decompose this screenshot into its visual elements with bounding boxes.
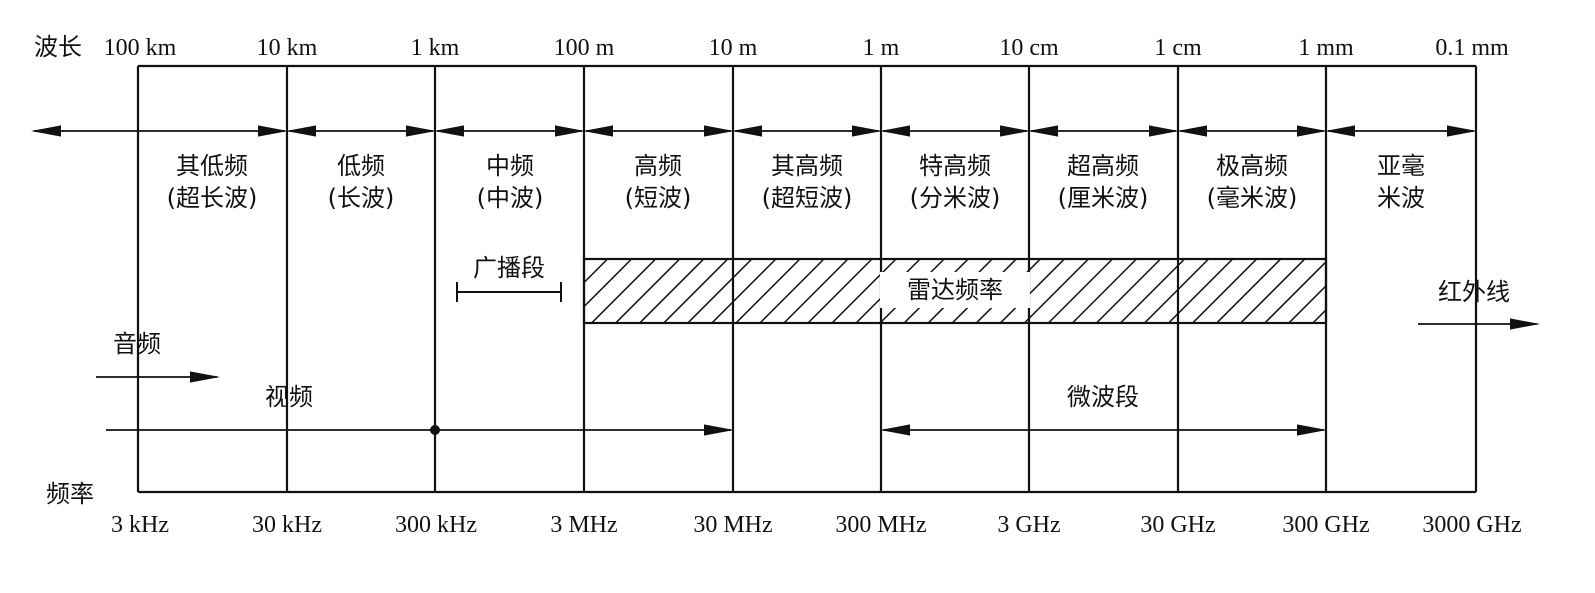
radar-band: 雷达频率: [582, 257, 1328, 325]
wavelength-tick: 1 m: [863, 35, 900, 61]
frequency-tick: 3 kHz: [111, 512, 169, 538]
broadcast-segment: 广播段: [456, 254, 562, 302]
wavelength-tick: 10 m: [709, 35, 758, 61]
frequency-axis-label: 频率: [46, 480, 94, 508]
band-labels: 其低频 (超长波) 低频 (长波) 中频 (中波) 高频 (短波) 其高频 (超…: [167, 152, 1425, 212]
audio-indicator: 音频: [96, 330, 220, 383]
video-dot: [430, 425, 440, 435]
video-indicator: 视频: [106, 383, 734, 436]
band-wave-shf: (厘米波): [1058, 184, 1149, 212]
broadcast-label: 广播段: [473, 254, 545, 282]
frequency-tick: 300 kHz: [395, 512, 477, 538]
wavelength-axis-label: 波长: [34, 33, 82, 61]
wavelength-tick: 10 cm: [999, 35, 1059, 61]
band-wave-hf: (短波): [625, 184, 692, 212]
frequency-tick: 30 kHz: [252, 512, 322, 538]
band-name-submm: 亚毫: [1377, 152, 1425, 180]
audio-label: 音频: [113, 330, 161, 358]
frequency-tick: 3000 GHz: [1422, 512, 1521, 538]
wavelength-ticks: 100 km 10 km 1 km 100 m 10 m 1 m 10 cm 1…: [104, 35, 1509, 61]
band-name-lf: 低频: [337, 152, 385, 180]
frequency-tick: 3 GHz: [997, 512, 1060, 538]
band-name-ehf: 极高频: [1216, 152, 1288, 180]
band-wave-lf: (长波): [328, 184, 395, 212]
band-wave-ehf: (毫米波): [1207, 184, 1298, 212]
band-wave-mf: (中波): [477, 184, 544, 212]
band-name-vlf: 其低频: [176, 152, 248, 180]
band-name-uhf: 特高频: [919, 152, 991, 180]
band-wave-submm: 米波: [1377, 184, 1425, 212]
frequency-tick: 30 MHz: [693, 512, 772, 538]
frequency-tick: 3 MHz: [550, 512, 617, 538]
microwave-label: 微波段: [1067, 383, 1139, 411]
wavelength-tick: 0.1 mm: [1435, 35, 1509, 61]
band-wave-vlf: (超长波): [167, 184, 258, 212]
band-wave-vhf: (超短波): [762, 184, 853, 212]
wavelength-tick: 1 mm: [1298, 35, 1354, 61]
wavelength-tick: 100 m: [554, 35, 615, 61]
frequency-tick: 30 GHz: [1140, 512, 1215, 538]
radar-label: 雷达频率: [907, 276, 1003, 304]
wavelength-tick: 1 km: [411, 35, 460, 61]
microwave-indicator: 微波段: [880, 383, 1327, 436]
frequency-tick: 300 GHz: [1282, 512, 1369, 538]
radar-label-backdrop: [880, 272, 1030, 308]
wavelength-tick: 10 km: [257, 35, 318, 61]
band-name-shf: 超高频: [1067, 152, 1139, 180]
infrared-indicator: 红外线: [1418, 278, 1540, 330]
infrared-label: 红外线: [1438, 278, 1510, 306]
wavelength-tick: 100 km: [104, 35, 177, 61]
band-name-mf: 中频: [486, 152, 534, 180]
band-name-vhf: 其高频: [771, 152, 843, 180]
wavelength-tick: 1 cm: [1154, 35, 1202, 61]
band-name-hf: 高频: [634, 152, 682, 180]
video-label: 视频: [265, 383, 313, 411]
frequency-ticks: 3 kHz 30 kHz 300 kHz 3 MHz 30 MHz 300 MH…: [111, 512, 1522, 538]
frequency-tick: 300 MHz: [835, 512, 926, 538]
band-wave-uhf: (分米波): [910, 184, 1001, 212]
